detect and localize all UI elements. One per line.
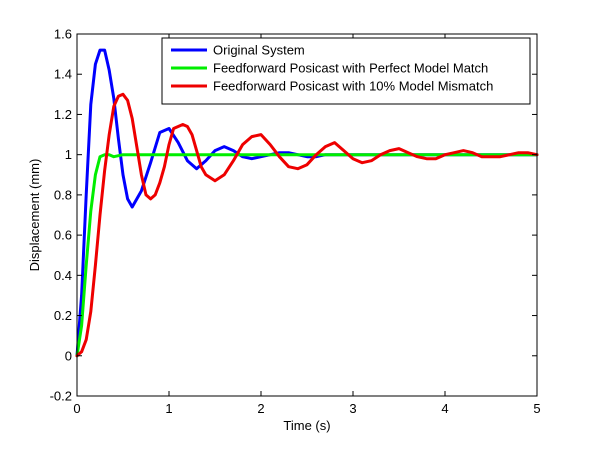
- x-tick-label: 0: [73, 401, 80, 416]
- y-axis-label: Displacement (mm): [27, 159, 42, 272]
- legend-label-3: Feedforward Posicast with 10% Model Mism…: [213, 79, 493, 94]
- x-tick-label: 3: [349, 401, 356, 416]
- y-tick-label: 1: [65, 147, 72, 162]
- y-tick-label: -0.2: [50, 389, 72, 404]
- x-axis-label: Time (s): [283, 418, 330, 433]
- legend-box: [161, 37, 531, 105]
- y-tick-label: 1.2: [54, 107, 72, 122]
- x-tick-label: 4: [441, 401, 448, 416]
- ticks-layer: 0 1 2 3 4 5-0.200.20.40.60.811.21.41.6: [50, 27, 541, 417]
- y-tick-label: 1.4: [54, 67, 72, 82]
- x-tick-label: 1: [165, 401, 172, 416]
- y-tick-label: 0: [65, 348, 72, 363]
- legend-label-2: Feedforward Posicast with Perfect Model …: [213, 61, 488, 76]
- series-line-3: [75, 92, 539, 358]
- y-tick-label: 0.2: [54, 308, 72, 323]
- axes-box: [76, 33, 538, 397]
- series-layer: [75, 48, 539, 358]
- y-tick-label: 0.6: [54, 228, 72, 243]
- x-tick-label: 5: [533, 401, 540, 416]
- y-tick-label: 0.4: [54, 268, 72, 283]
- y-tick-label: 1.6: [54, 27, 72, 42]
- legend-label-1: Original System: [213, 43, 305, 58]
- x-tick-label: 2: [257, 401, 264, 416]
- y-tick-label: 0.8: [54, 187, 72, 202]
- legend: Original System Feedforward Posicast with…: [161, 37, 531, 105]
